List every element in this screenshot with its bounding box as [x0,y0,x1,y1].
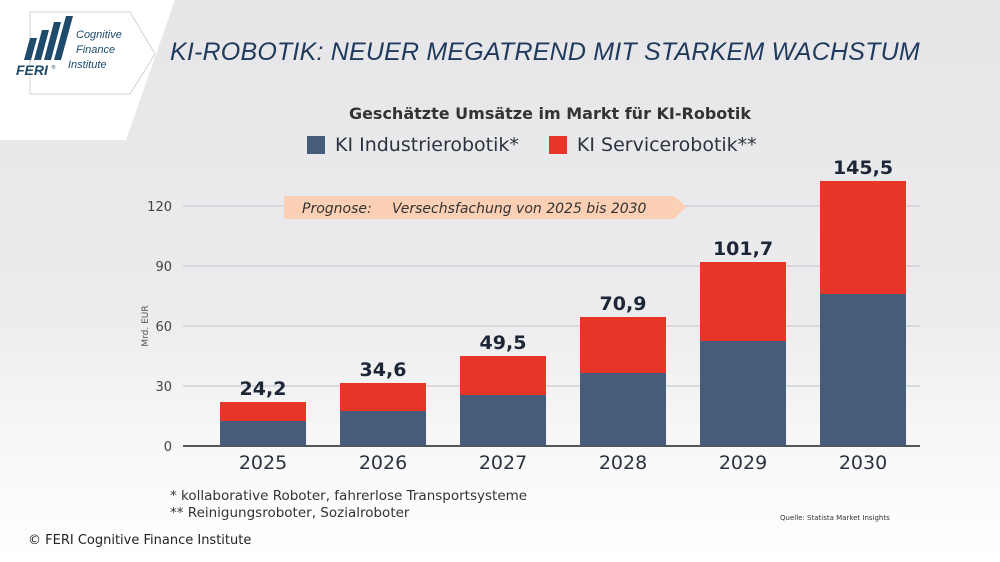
svg-text:Finance: Finance [76,44,115,56]
page-title: KI-ROBOTIK: NEUER MEGATREND MIT STARKEM … [170,38,920,66]
total-label: 145,5 [833,157,893,179]
bar-segment [460,356,546,395]
svg-text:FERI: FERI [16,62,49,78]
annotation-text: Versechsfachung von 2025 bis 2030 [392,201,647,217]
y-tick-label: 0 [164,440,172,455]
x-tick-label: 2029 [719,452,767,474]
x-tick-label: 2030 [839,452,887,474]
bar-segment [580,373,666,446]
total-label: 70,9 [600,293,647,315]
footnote-1: * kollaborative Roboter, fahrerlose Tran… [170,488,528,504]
x-tick-label: 2028 [599,452,647,474]
legend-label: KI Industrierobotik* [335,134,519,156]
bar-segment [700,262,786,341]
bar-segment [820,294,906,446]
y-tick-label: 90 [155,260,172,275]
annotation-arrow [284,196,686,219]
y-tick-label: 120 [147,200,172,215]
total-label: 49,5 [480,332,527,354]
footnote-2: ** Reinigungsroboter, Sozialroboter [170,505,410,521]
bar-segment [340,383,426,411]
total-label: 101,7 [713,238,773,260]
y-tick-label: 60 [155,320,172,335]
bar-segment [340,411,426,446]
legend-item-industry: KI Industrierobotik* [307,134,519,156]
bar-segment [700,341,786,446]
bar-segment [460,395,546,446]
x-tick-label: 2026 [359,452,407,474]
total-label: 34,6 [360,359,407,381]
svg-text:Institute: Institute [68,59,107,71]
svg-text:Cognitive: Cognitive [76,29,122,41]
y-tick-label: 30 [155,380,172,395]
annotation-label: Prognose: [302,201,372,217]
legend-item-service: KI Servicerobotik** [548,134,757,156]
legend: KI Industrierobotik* KI Servicerobotik** [307,134,757,156]
legend-swatch [548,136,567,154]
bar-segment [220,421,306,446]
svg-text:®: ® [51,64,56,71]
source: Quelle: Statista Market Insights [780,514,890,522]
x-tick-label: 2025 [239,452,287,474]
feri-logo: FERI ® Cognitive Finance Institute [16,11,156,95]
x-tick-label: 2027 [479,452,527,474]
legend-label: KI Servicerobotik** [576,134,757,156]
copyright: © FERI Cognitive Finance Institute [28,533,252,548]
bar-segment [220,402,306,421]
total-label: 24,2 [240,378,287,400]
chart-title: Geschätzte Umsätze im Markt für KI-Robot… [348,104,752,123]
legend-swatch [307,136,325,154]
bar-segment [820,181,906,294]
y-axis-label: Mrd. EUR [141,305,151,346]
bar-segment [580,317,666,373]
